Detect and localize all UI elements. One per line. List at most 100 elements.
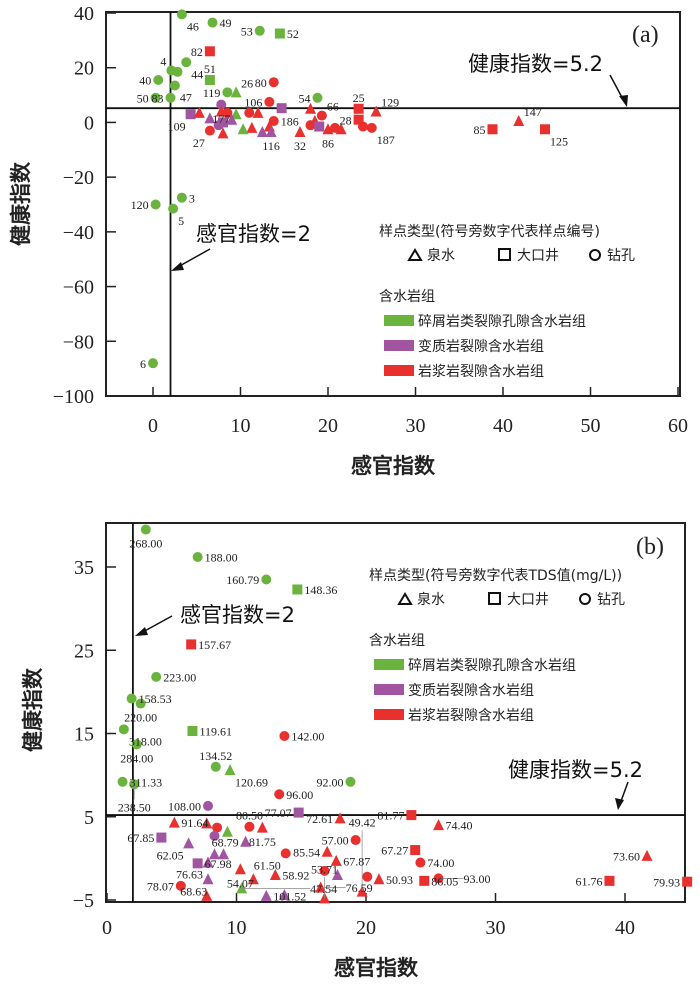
data-point-label: 109: [168, 119, 186, 133]
data-point-circle: [279, 730, 290, 741]
x-tick-label: 40: [615, 917, 635, 939]
data-point-label: 6: [140, 357, 146, 371]
data-point-label: 5: [178, 214, 184, 228]
data-point-circle: [261, 574, 272, 585]
data-point-triangle: [208, 848, 220, 860]
legend-color-swatch: [374, 659, 404, 670]
data-point-circle: [319, 865, 330, 876]
data-point-label: 66: [327, 100, 339, 114]
data-point-label: 81.77: [377, 809, 404, 823]
data-point-label: 119.61: [199, 725, 232, 739]
y-tick-label: −5: [73, 890, 94, 912]
panel-a-sensory-arrowhead: [171, 262, 184, 271]
data-point-label: 74.40: [446, 819, 473, 833]
data-point-label: 76.63: [176, 868, 203, 882]
data-point-triangle: [269, 869, 281, 881]
panel-a-health-arrowhead: [619, 95, 628, 107]
data-point-triangle: [315, 881, 327, 893]
data-point-square: [293, 807, 304, 818]
panel-a-y-ticks: 40 20 0 −20 −40 −60 −80 −100: [53, 3, 116, 408]
legend-group-label: 碎屑岩类裂隙孔隙含水岩组: [418, 314, 586, 330]
data-point-square: [410, 845, 421, 856]
data-point-label: 223.00: [163, 670, 196, 684]
x-tick-label: 20: [318, 415, 338, 437]
data-point-label: 47.54: [310, 882, 337, 896]
data-point-label: 120: [131, 198, 149, 212]
data-point-label: 54: [299, 91, 311, 105]
data-point-label: 120.69: [235, 775, 268, 789]
data-point-triangle: [217, 127, 229, 139]
data-point-label: 106: [244, 96, 262, 110]
data-point-label: 134.52: [199, 749, 232, 763]
data-point-circle: [204, 125, 215, 136]
data-point-triangle: [256, 126, 268, 138]
data-point-circle: [118, 724, 129, 735]
data-point-circle: [168, 203, 179, 214]
data-point-square: [604, 875, 615, 886]
data-point-label: 25: [353, 91, 365, 105]
x-tick-label: 10: [231, 415, 251, 437]
data-point-label: 86: [322, 136, 334, 150]
legend-triangle-icon: [407, 248, 423, 261]
data-point-triangle: [641, 849, 653, 861]
legend-color-swatch: [384, 315, 414, 326]
data-point-triangle: [246, 121, 258, 133]
data-point-circle: [330, 122, 340, 133]
data-point-square: [419, 875, 430, 886]
x-tick-label: 0: [102, 917, 112, 939]
panel-a-sensory-line-label: 感官指数=2: [196, 222, 311, 246]
data-point-label: 186: [281, 115, 299, 129]
panel-b-y-ticks: 35 25 15 5 −5: [73, 557, 116, 912]
data-point-label: 101.52: [273, 889, 306, 903]
data-point-label: 73.60: [613, 849, 640, 863]
panel-b-legend: 样点类型(符号旁数字代表TDS值(mg/L)) 泉水 大口井 钻孔含水岩组碎屑岩类裂隙…: [369, 567, 625, 724]
y-tick-label: 5: [84, 807, 94, 829]
data-point-label: 53.71: [311, 862, 338, 876]
data-point-label: 142.00: [291, 730, 324, 744]
data-point-circle: [264, 96, 275, 107]
data-point-label: 44: [191, 67, 203, 81]
data-point-circle: [126, 693, 137, 704]
data-point-label: 119: [203, 86, 221, 100]
y-tick-label: 15: [74, 724, 94, 746]
x-tick-label: 50: [581, 415, 601, 437]
x-tick-label: 30: [486, 917, 506, 939]
data-point-circle: [358, 121, 368, 132]
data-point-square: [218, 117, 228, 128]
data-point-label: 82: [191, 45, 203, 59]
data-point-square: [187, 726, 198, 737]
data-point-circle: [210, 761, 221, 772]
data-point-label: 61.76: [575, 874, 602, 888]
data-point-triangle: [204, 112, 216, 124]
panel-b-point-labels: 268.00 188.00 160.79 148.36 157.67 223.00 158.…: [118, 537, 680, 904]
panel-a-health-line-label: 健康指数=5.2: [468, 52, 603, 76]
legend-group-label: 变质岩裂隙含水岩组: [418, 339, 544, 355]
y-tick-label: 20: [74, 58, 94, 80]
data-point-label: 108.00: [168, 800, 201, 814]
data-point-label: 85.54: [293, 845, 320, 859]
data-point-circle: [244, 107, 255, 118]
data-point-label: 47: [180, 91, 192, 105]
data-point-triangle: [183, 837, 195, 849]
data-point-triangle: [202, 873, 214, 885]
x-tick-label: 30: [406, 415, 426, 437]
data-point-label: 125: [550, 134, 568, 148]
data-point-triangle: [201, 817, 213, 829]
legend-triangle-icon: [397, 592, 413, 605]
legend-color-swatch: [384, 340, 414, 351]
data-point-circle: [176, 9, 187, 20]
data-point-triangle: [265, 126, 277, 138]
data-point-triangle: [330, 854, 342, 866]
legend-type-label: 泉水: [417, 591, 445, 608]
data-point-circle: [222, 87, 233, 98]
data-point-square: [487, 124, 498, 135]
legend-group-title: 含水岩组: [369, 633, 425, 649]
data-point-label: 147: [524, 105, 542, 119]
panel-b-reference-lines: [106, 523, 685, 902]
data-point-label: 27: [193, 136, 205, 150]
data-point-label: 268.00: [129, 537, 162, 551]
x-tick-label: 0: [148, 415, 158, 437]
panel-b-x-axis-title: 感官指数: [334, 956, 419, 980]
